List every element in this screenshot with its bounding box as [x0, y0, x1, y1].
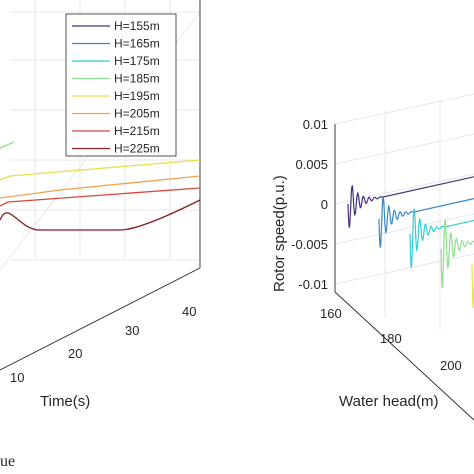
- right-series-line: [440, 219, 474, 288]
- right-grid: [334, 93, 474, 330]
- legend: H=155m H=165m H=175m H=185m H=195m H=205m H=21…: [65, 13, 177, 157]
- right-series-line: [378, 195, 474, 248]
- right-series-line: [347, 176, 474, 228]
- right-x-axis-label: Water head(m): [339, 393, 438, 410]
- legend-label: H=195m: [114, 89, 160, 103]
- legend-label: H=165m: [114, 37, 160, 51]
- left-x-tick-label: 30: [125, 323, 139, 338]
- left-axes: [0, 0, 201, 371]
- right-y-axis-label: Rotor speed(p.u.): [271, 175, 288, 292]
- right-y-tick-label: 0: [321, 197, 328, 212]
- right-y-tick-label: 0.01: [303, 117, 328, 132]
- legend-label: H=185m: [114, 72, 160, 86]
- left-series-line: [0, 175, 201, 199]
- legend-label: H=205m: [114, 107, 160, 121]
- left-x-ticks: 10 20 30 40: [10, 304, 196, 385]
- right-x-tick-label: 160: [320, 306, 342, 321]
- left-x-tick-label: 40: [182, 304, 196, 319]
- left-curves: [0, 141, 201, 231]
- right-curves: [347, 176, 474, 309]
- left-x-tick-label: 10: [10, 370, 24, 385]
- left-x-axis-label: Time(s): [40, 393, 90, 410]
- left-series-line: [0, 187, 201, 207]
- legend-label: H=225m: [114, 142, 160, 156]
- legend-label: H=215m: [114, 124, 160, 138]
- right-axes: [334, 124, 474, 421]
- legend-box: [65, 13, 177, 157]
- legend-items: H=155m H=165m H=175m H=185m H=195m H=205m H=21…: [72, 19, 160, 156]
- right-y-ticks: 0.01 0.005 0 -0.005 -0.01: [291, 117, 328, 292]
- right-y-tick-label: 0.005: [295, 157, 328, 172]
- legend-label: H=175m: [114, 54, 160, 68]
- right-x-tick-label: 200: [440, 358, 462, 373]
- left-series-line: [0, 159, 201, 181]
- right-y-tick-label: -0.005: [291, 237, 328, 252]
- right-y-tick-label: -0.01: [298, 277, 328, 292]
- right-x-tick-label: 180: [380, 331, 402, 346]
- right-chart: 0.01 0.005 0 -0.005 -0.01 160 180 200 Rotor sp…: [271, 93, 474, 421]
- caption-fragment: ue: [0, 453, 15, 470]
- left-series-line: [0, 199, 201, 231]
- left-chart: 10 20 30 40 Time(s) H=155m H=165m H=175m H=185…: [0, 0, 201, 410]
- right-series-line: [409, 208, 474, 268]
- left-series-line: [0, 141, 15, 149]
- right-x-ticks: 160 180 200: [320, 306, 462, 373]
- left-x-tick-label: 20: [68, 346, 82, 361]
- legend-label: H=155m: [114, 19, 160, 33]
